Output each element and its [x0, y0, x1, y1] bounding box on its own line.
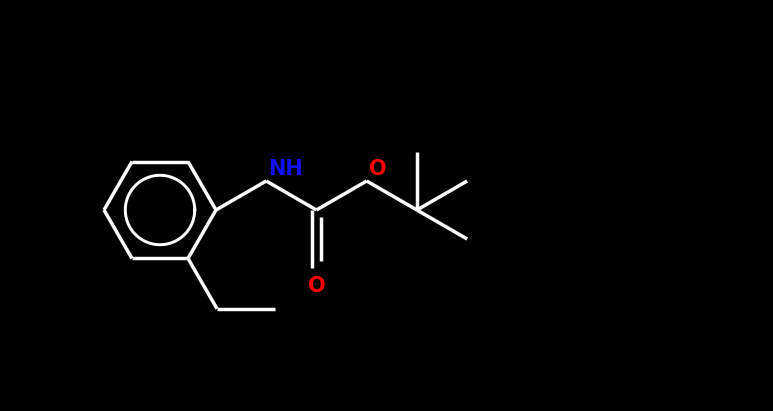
Text: NH: NH — [268, 159, 303, 179]
Text: O: O — [308, 276, 325, 296]
Text: O: O — [369, 159, 386, 179]
